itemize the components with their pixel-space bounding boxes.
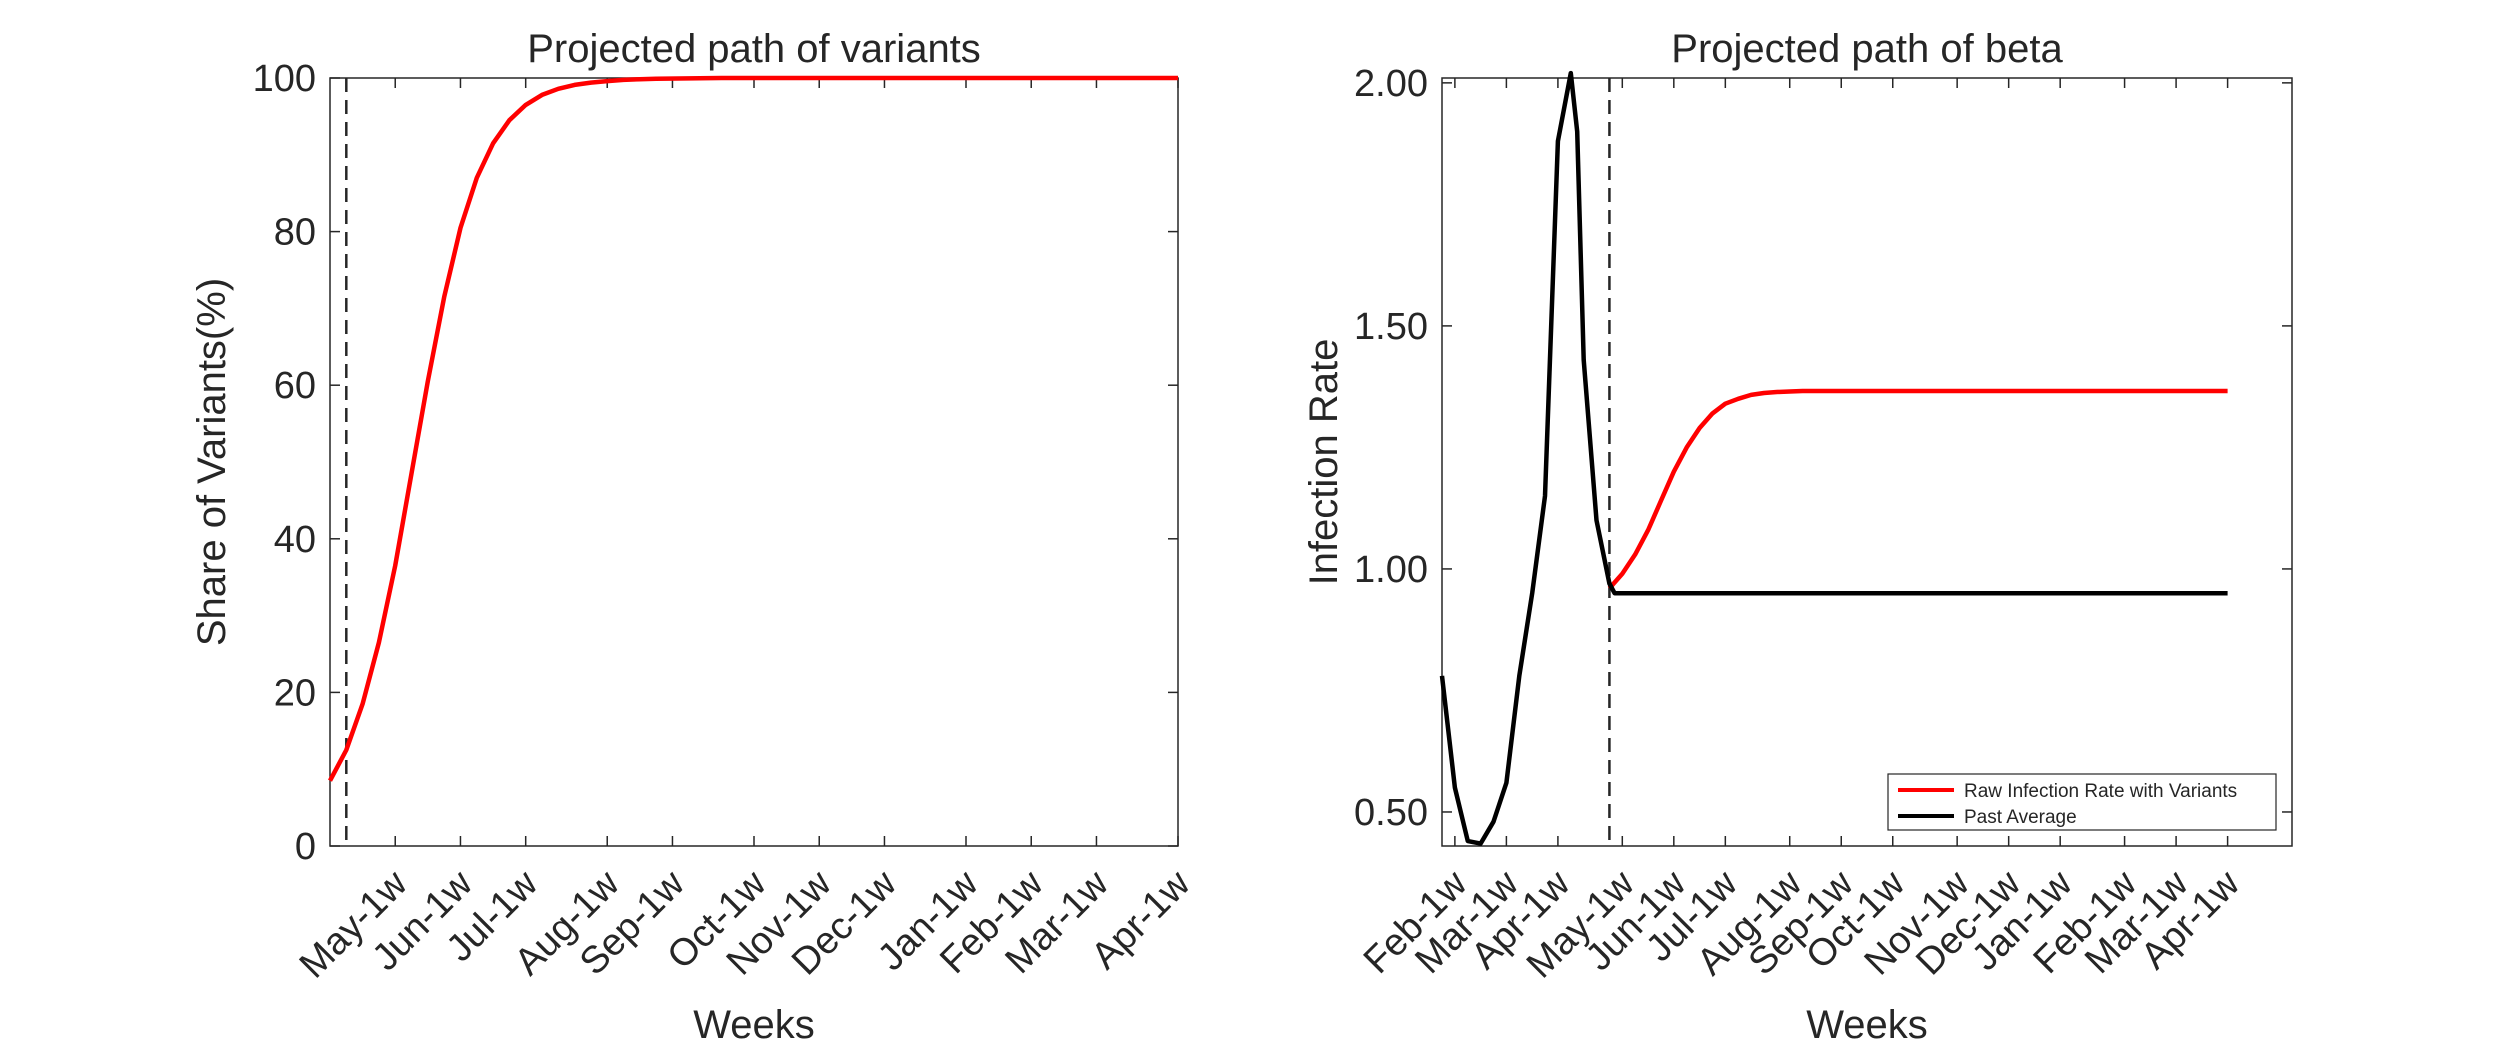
beta-y-axis-label: Infection Rate	[1302, 339, 1346, 586]
variants-y-ticks: 0 20 40 60 80 100	[253, 58, 1178, 868]
beta-chart-title: Projected path of beta	[1671, 27, 2063, 71]
beta-plot-area	[1441, 77, 2293, 847]
beta-x-ticks: Feb-1wMar-1wApr-1wMay-1wJun-1wJul-1wAug-…	[1356, 78, 2248, 986]
y-tick-label: 0	[295, 826, 316, 868]
variants-y-axis-label: Share of Variants(%)	[190, 278, 234, 646]
beta-legend: Raw Infection Rate with Variants Past Av…	[1887, 773, 2277, 831]
y-tick-label: 40	[274, 519, 316, 561]
series-line-past-average	[1439, 70, 2228, 846]
y-tick-label: 20	[274, 672, 316, 714]
beta-series	[1439, 70, 2228, 846]
y-tick-label: 0.50	[1354, 792, 1428, 834]
variants-x-axis-label: Weeks	[693, 1003, 815, 1042]
beta-y-ticks: 0.50 1.00 1.50 2.00	[1354, 63, 2292, 834]
variants-plot-area	[329, 77, 1179, 847]
variants-series	[328, 75, 1178, 782]
y-tick-label: 1.50	[1354, 306, 1428, 348]
variants-chart-title: Projected path of variants	[527, 27, 981, 71]
legend-label-past-average: Past Average	[1964, 807, 2077, 828]
legend-box	[1887, 773, 2277, 831]
beta-chart: 0.50 1.00 1.50 2.00 Feb-1wMar-1wApr-1wMay-1…	[1302, 27, 2293, 1042]
series-line-0	[328, 75, 1178, 782]
legend-label-raw-infection-rate: Raw Infection Rate with Variants	[1964, 781, 2237, 802]
y-tick-label: 100	[253, 58, 316, 100]
beta-x-axis-label: Weeks	[1806, 1003, 1928, 1042]
y-tick-label: 80	[274, 212, 316, 254]
variants-chart: 0 20 40 60 80 100 May-1wJun-1wJul-1wAug-1wSep…	[190, 27, 1199, 1042]
y-tick-label: 2.00	[1354, 63, 1428, 105]
variants-x-ticks: May-1wJun-1wJul-1wAug-1wSep-1wOct-1wNov-…	[292, 78, 1199, 986]
y-tick-label: 60	[274, 365, 316, 407]
y-tick-label: 1.00	[1354, 549, 1428, 591]
series-line-raw-infection-rate-with-variants	[1607, 388, 2228, 590]
